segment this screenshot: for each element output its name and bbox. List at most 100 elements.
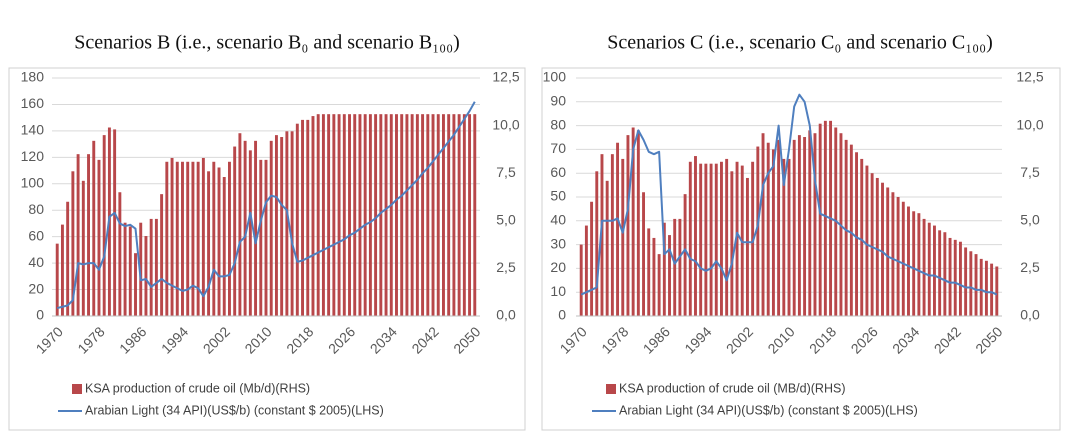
bar xyxy=(922,218,926,316)
x-tick-label: 2050 xyxy=(972,323,1005,356)
y-tick-label: 0 xyxy=(558,307,566,323)
x-tick-label: 1978 xyxy=(74,323,107,356)
x-tick-label: 2042 xyxy=(408,323,441,356)
bar xyxy=(248,150,252,316)
bar xyxy=(813,133,817,316)
bar xyxy=(415,114,419,317)
bar xyxy=(384,114,388,317)
bar xyxy=(668,235,671,316)
legend-label: KSA production of crude oil (Mb/d)(RHS) xyxy=(85,381,310,395)
bar xyxy=(704,163,708,316)
bar xyxy=(662,222,666,316)
bar xyxy=(222,177,226,316)
bar xyxy=(683,194,687,316)
bar xyxy=(610,154,614,316)
bar xyxy=(165,161,169,316)
bar xyxy=(452,114,456,317)
bar xyxy=(212,161,216,316)
bar xyxy=(55,243,59,316)
bar xyxy=(647,228,651,316)
x-tick-label: 2002 xyxy=(200,323,233,356)
bar xyxy=(870,173,874,316)
bar xyxy=(678,218,682,316)
bar xyxy=(730,171,734,316)
x-tick-label: 1994 xyxy=(158,323,191,356)
bar xyxy=(332,114,336,317)
x-tick-label: 2042 xyxy=(931,323,964,356)
bar xyxy=(590,201,594,316)
bar xyxy=(818,123,822,316)
panel-frame xyxy=(541,67,1061,431)
bar xyxy=(803,137,807,316)
bar xyxy=(600,154,604,316)
y2-tick-label: 2,5 xyxy=(1020,259,1040,275)
y2-tick-label: 0,0 xyxy=(1020,307,1040,323)
bar xyxy=(855,152,858,316)
y-tick-label: 40 xyxy=(550,212,566,228)
bar xyxy=(860,158,864,316)
y-tick-label: 180 xyxy=(21,69,45,85)
x-tick-label: 1986 xyxy=(116,323,149,356)
bar xyxy=(766,142,770,316)
bar xyxy=(191,161,195,316)
bar xyxy=(301,119,304,316)
bar xyxy=(990,263,994,316)
bar xyxy=(436,114,440,317)
bar xyxy=(917,213,921,316)
bar xyxy=(787,158,791,316)
bar xyxy=(321,114,325,317)
x-tick-label: 2002 xyxy=(723,323,756,356)
bar xyxy=(642,192,645,316)
bar xyxy=(175,161,179,316)
y2-tick-label: 5,0 xyxy=(496,212,516,228)
bar xyxy=(264,159,268,316)
bar xyxy=(823,120,827,316)
bar xyxy=(901,201,905,316)
bar xyxy=(694,156,697,316)
bar xyxy=(290,131,294,316)
bar xyxy=(207,171,211,316)
bar xyxy=(395,114,398,317)
bar xyxy=(958,241,962,316)
x-tick-label: 2050 xyxy=(450,323,483,356)
bar xyxy=(442,114,445,317)
chart-title: Scenarios B (i.e., scenario B₀ and scena… xyxy=(74,32,460,54)
bar xyxy=(579,244,583,316)
bar xyxy=(462,114,466,317)
bar xyxy=(128,226,132,316)
bar xyxy=(782,158,786,316)
y-tick-label: 70 xyxy=(550,140,566,156)
bar xyxy=(139,222,143,316)
bar xyxy=(808,130,812,316)
bar xyxy=(886,187,890,316)
bar xyxy=(943,232,947,316)
bar xyxy=(725,158,729,316)
bar xyxy=(102,135,106,316)
bar xyxy=(71,171,75,316)
bar xyxy=(154,218,158,316)
bar xyxy=(228,161,231,316)
bar xyxy=(337,114,341,317)
x-tick-label: 1986 xyxy=(640,323,673,356)
bar xyxy=(238,133,242,316)
y-tick-label: 20 xyxy=(28,280,44,296)
y-tick-label: 120 xyxy=(21,148,45,164)
legend-swatch xyxy=(606,384,616,394)
bar xyxy=(995,266,999,316)
x-tick-label: 2026 xyxy=(325,323,358,356)
bar xyxy=(342,114,346,317)
x-tick-label: 1978 xyxy=(598,323,631,356)
x-tick-label: 1994 xyxy=(681,323,714,356)
y2-tick-label: 2,5 xyxy=(496,259,516,275)
bar xyxy=(797,135,801,316)
y-tick-label: 90 xyxy=(550,93,566,109)
bar xyxy=(170,157,174,316)
bar xyxy=(379,114,383,317)
bar xyxy=(792,139,796,316)
y-tick-label: 80 xyxy=(28,201,44,217)
bar xyxy=(92,140,96,316)
bar xyxy=(849,144,853,316)
bar xyxy=(76,154,80,316)
bar xyxy=(657,254,661,316)
